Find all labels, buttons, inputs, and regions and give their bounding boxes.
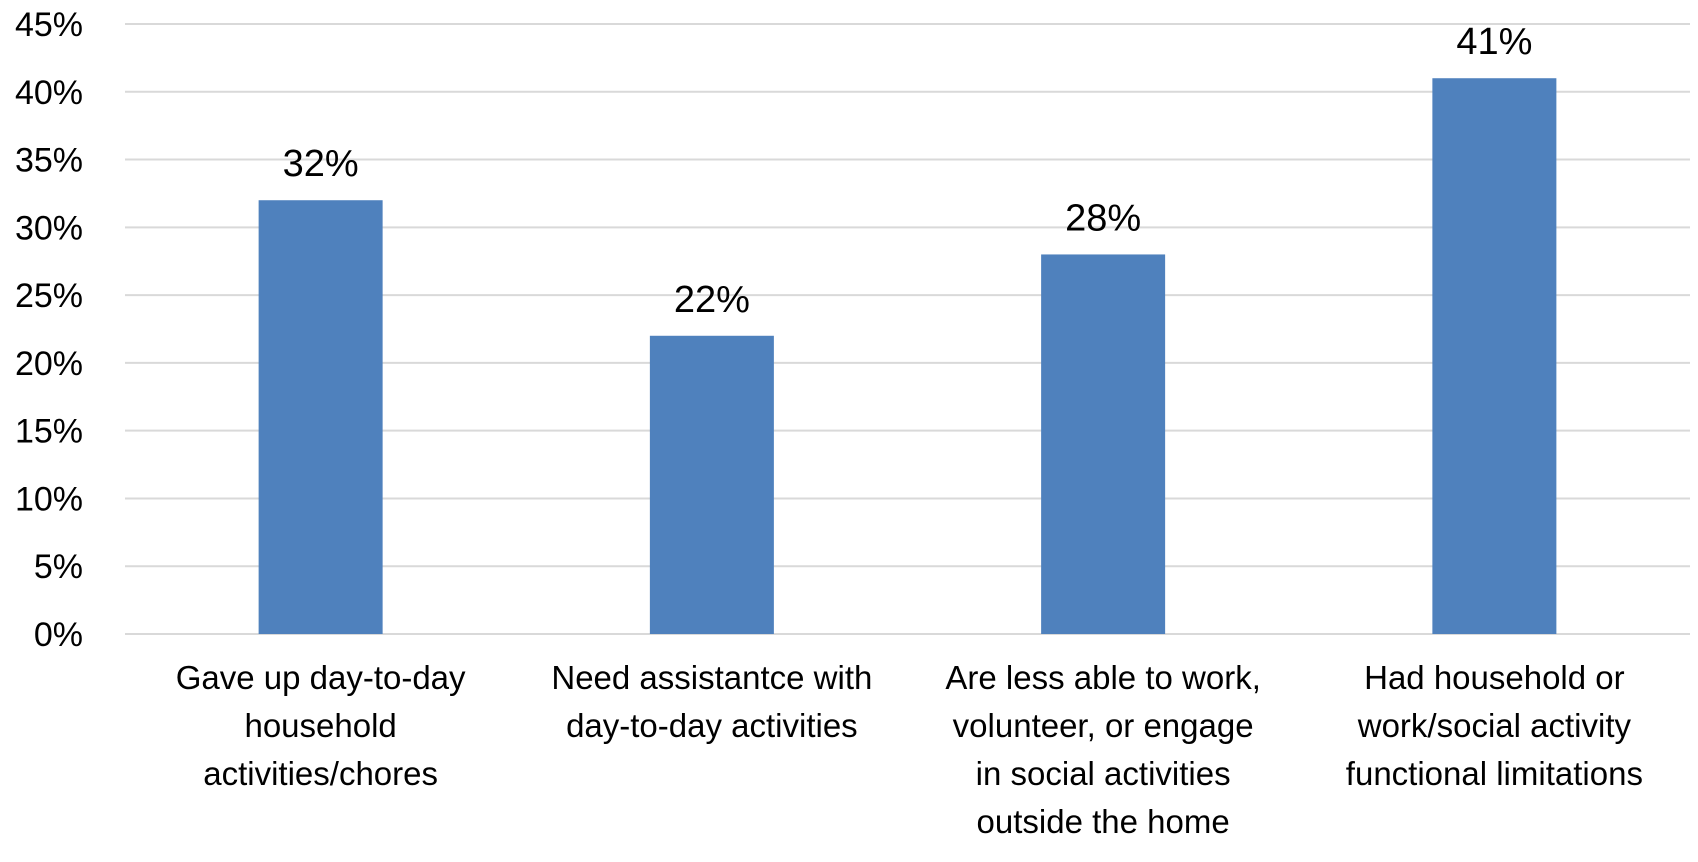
x-category-label-line: Had household or [1364,659,1625,696]
data-label: 41% [1456,21,1532,63]
bar [1041,254,1166,634]
x-category-label-line: volunteer, or engage [953,707,1254,744]
y-tick-label: 40% [15,74,83,112]
x-category-label-line: activities/chores [203,755,438,792]
y-tick-label: 20% [15,345,83,383]
data-labels: 32% 22% 28% 41% [283,21,1533,321]
x-category-label-line: in social activities [976,755,1231,792]
data-label: 22% [674,279,750,321]
data-label: 32% [283,143,359,185]
y-tick-label: 45% [15,6,83,44]
y-tick-label: 5% [34,548,83,586]
x-category-label-line: Are less able to work, [945,659,1260,696]
y-tick-label: 15% [15,413,83,451]
x-category-label-line: outside the home [977,803,1230,840]
y-tick-label: 10% [15,480,83,518]
x-category-label: Gave up day-to-day household activities/ch… [176,659,466,792]
bar-layer [258,78,1557,634]
x-category-label: Had household or work/social activity func… [1346,659,1643,792]
x-axis-category-labels: Gave up day-to-day household activities/ch… [176,659,1643,840]
bar [649,335,774,634]
y-axis-ticks: 0% 5% 10% 15% 20% 25% 30% 35% 40% 45% [15,6,83,654]
y-tick-label: 25% [15,277,83,315]
x-category-label-line: day-to-day activities [566,707,858,744]
grid-layer [125,23,1690,635]
y-tick-label: 35% [15,142,83,180]
data-label: 28% [1065,197,1141,239]
x-category-label-line: household [244,707,396,744]
bar [258,200,383,634]
x-category-label: Are less able to work, volunteer, or enga… [945,659,1260,840]
x-category-label: Need assistantce with day-to-day activiti… [551,659,872,744]
x-category-label-line: Gave up day-to-day [176,659,466,696]
x-category-label-line: functional limitations [1346,755,1643,792]
y-tick-label: 0% [34,616,83,654]
bar [1432,78,1557,634]
x-category-label-line: work/social activity [1357,707,1632,744]
y-tick-label: 30% [15,209,83,247]
x-category-label-line: Need assistantce with [551,659,872,696]
